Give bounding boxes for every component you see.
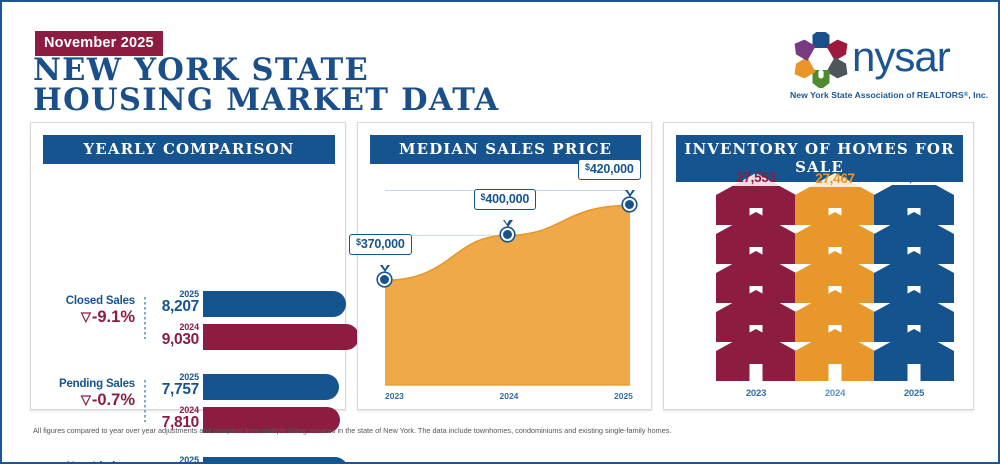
chart-data-point[interactable] [500, 228, 514, 242]
triangle-down-icon: ▽ [80, 392, 91, 407]
panel-inventory-title: INVENTORY OF HOMES FOR SALE [676, 135, 963, 182]
yearly-row-change: ▽-9.1% [80, 308, 135, 326]
nysar-subtitle: New York State Association of REALTORS®,… [790, 90, 989, 100]
inventory-column: 27,553 2023 [710, 123, 802, 411]
inventory-column: 27,715 2025 [868, 123, 960, 411]
yearly-bar-year: 2025 [179, 372, 199, 382]
yearly-row: Closed Sales ▽-9.1% 2025 8,207 2024 9,030 [31, 283, 359, 355]
yearly-bar-value: 8,207 [161, 298, 200, 315]
date-badge: November 2025 [35, 31, 163, 56]
panel-yearly-comparison: YEARLY COMPARISON Closed Sales ▽-9.1% 2025… [30, 122, 359, 462]
inventory-house-stack-icon [874, 185, 954, 381]
yearly-bar-value-group: 2024 7,810 [147, 405, 200, 431]
yearly-bar-year: 2025 [179, 289, 199, 299]
nysar-house-star-logo-icon [794, 32, 848, 88]
house-chevron-icon [795, 187, 875, 225]
yearly-row-metric-label: New Listings [39, 461, 135, 462]
yearly-row-label-group: New Listings▽-2.4% [39, 461, 135, 462]
yearly-row-change: ▽-0.7% [80, 391, 135, 409]
inventory-value-label: 27,553 [736, 170, 776, 185]
chart-point-callout: $420,000 [578, 159, 641, 181]
nysar-logo: nysar New York State Association of REAL… [790, 32, 989, 108]
yearly-bar [203, 291, 346, 317]
yearly-bar-year: 2025 [179, 455, 199, 464]
inventory-column: 27,467 2024 [789, 123, 881, 411]
yearly-row-divider [144, 297, 146, 339]
yearly-bar-year: 2024 [179, 405, 199, 415]
yearly-bar [203, 324, 359, 350]
inventory-year-label: 2024 [824, 388, 846, 399]
inventory-house-stack-icon [795, 173, 875, 381]
yearly-bar [203, 457, 348, 462]
x-axis-tick-label: 2025 [614, 391, 633, 401]
yearly-row: Pending Sales ▽-0.7% 2025 7,757 2024 7,810 [31, 366, 347, 438]
yearly-row-metric-label: Closed Sales [65, 295, 135, 307]
house-chevron-icon [809, 173, 861, 187]
inventory-year-label: 2025 [903, 388, 925, 399]
callout-pointer [380, 264, 390, 273]
page-title-line1: NEW YORK STATE [33, 52, 370, 88]
callout-pointer [502, 219, 513, 228]
yearly-bar-value: 7,757 [161, 381, 200, 398]
callout-pointer [625, 189, 635, 198]
median-price-area-chart: 2023 2024 2025 $370,000 $400,000 $420,000 [349, 123, 653, 411]
x-axis-tick-label: 2024 [499, 391, 519, 401]
yearly-bar-value-group: 2024 9,030 [147, 322, 200, 348]
triangle-down-icon: ▽ [80, 309, 91, 324]
chart-data-point[interactable] [378, 273, 391, 287]
yearly-row-label-group: Closed Sales ▽-9.1% [39, 295, 135, 327]
yearly-bar-value: 7,810 [161, 414, 200, 431]
page-header: November 2025 NEW YORK STATE HOUSING MAR… [2, 2, 998, 120]
yearly-row-metric-label: Pending Sales [58, 378, 135, 390]
house-chevron-icon [732, 173, 780, 186]
footnote: All figures compared to year over year a… [33, 426, 672, 435]
yearly-bar [203, 374, 339, 400]
inventory-value-label: 27,467 [815, 171, 855, 186]
page-title: NEW YORK STATE HOUSING MARKET DATA [33, 52, 500, 118]
x-axis-tick-label: 2023 [385, 391, 404, 401]
house-chevron-icon [716, 186, 796, 225]
yearly-bar-year: 2024 [179, 322, 199, 332]
yearly-row-label-group: Pending Sales ▽-0.7% [39, 378, 135, 410]
panel-yearly-title: YEARLY COMPARISON [43, 135, 335, 164]
yearly-bar-value-group: 2025 7,757 [147, 372, 200, 398]
nysar-wordmark: nysar [852, 33, 951, 80]
house-chevron-icon [874, 185, 954, 225]
yearly-bar [203, 407, 340, 433]
chart-data-point[interactable] [623, 198, 636, 212]
inventory-house-stack-icon [716, 173, 796, 381]
inventory-year-label: 2023 [745, 388, 767, 399]
chart-point-callout: $400,000 [473, 189, 537, 211]
page-title-line2: HOUSING MARKET DATA [33, 82, 500, 118]
panel-median-sales-price: MEDIAN SALES PRICE 2023 2024 2025 $370,000 $… [349, 122, 653, 411]
chart-area-fill [385, 205, 630, 385]
yearly-row-divider [144, 380, 146, 422]
panel-price-title: MEDIAN SALES PRICE [370, 135, 641, 164]
inventory-value-label: 27,715 [894, 169, 934, 184]
panel-inventory-of-homes: INVENTORY OF HOMES FOR SALE 27,553 2023 27… [663, 122, 974, 410]
yearly-bar-value-group: 2025 8,207 [147, 289, 200, 315]
yearly-bar-value: 9,030 [161, 331, 200, 348]
chart-point-callout: $370,000 [349, 234, 412, 256]
